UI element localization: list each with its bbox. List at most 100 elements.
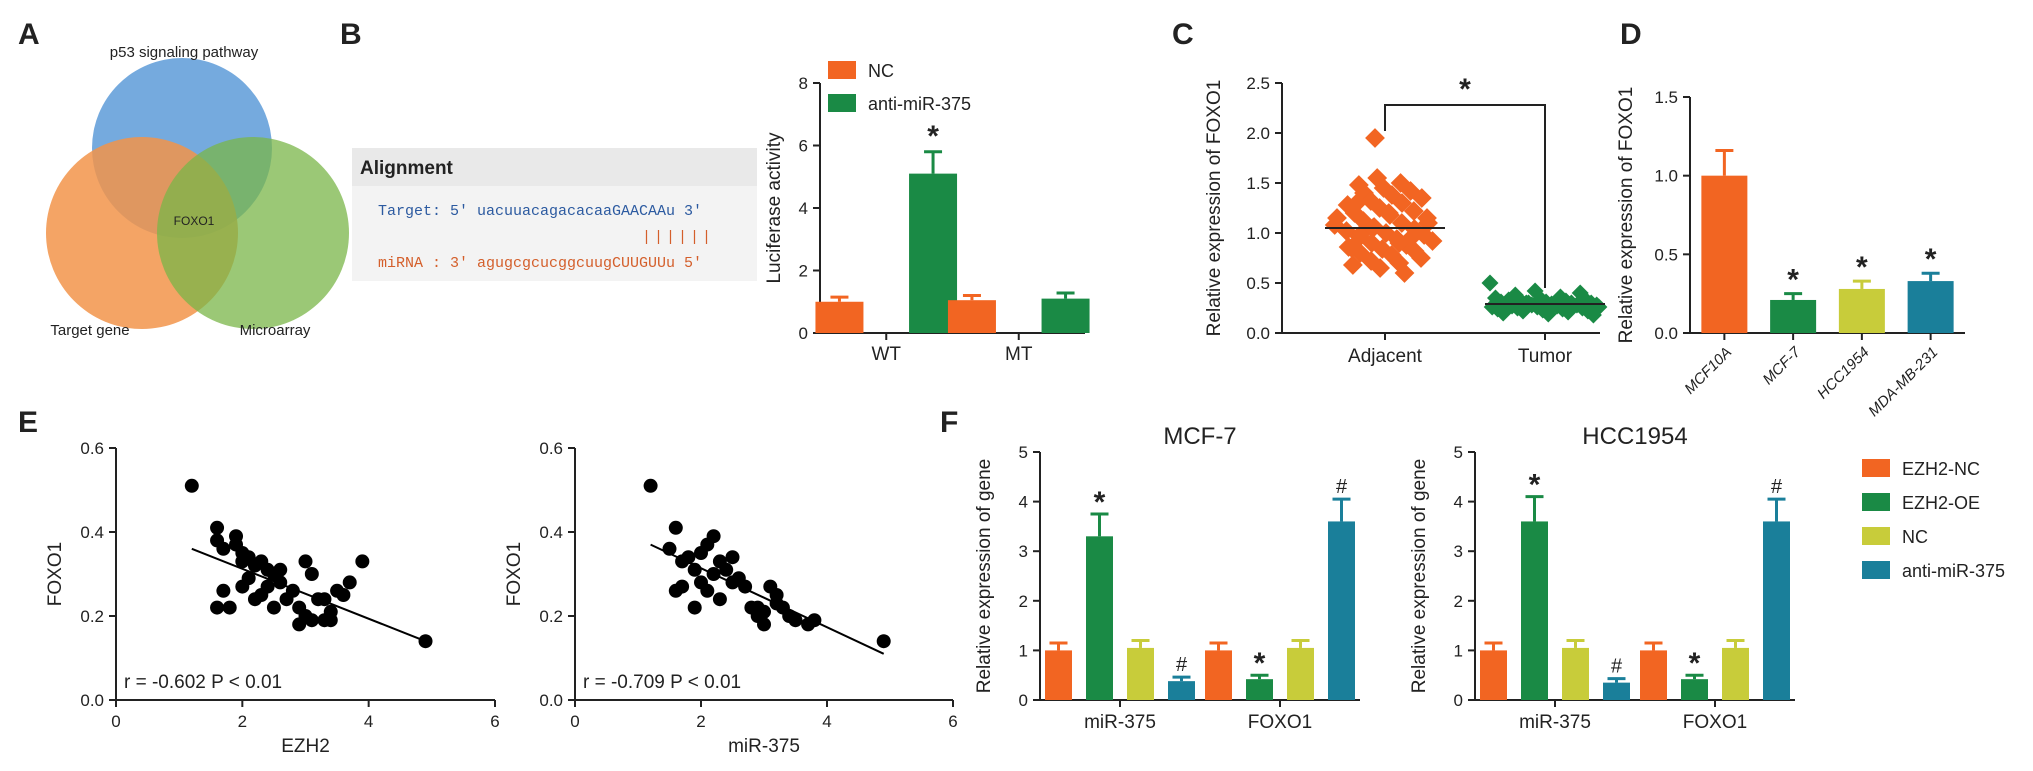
bar-NC <box>947 300 996 333</box>
y-tick-label: 0.4 <box>539 523 563 542</box>
bar-EZH2-OE <box>1681 679 1708 700</box>
chart-title: MCF-7 <box>1163 423 1236 450</box>
x-axis-label: miR-375 <box>728 736 800 757</box>
x-tick-label: 4 <box>364 712 373 731</box>
x-tick-label: WT <box>871 344 901 365</box>
bar-NC <box>815 301 864 333</box>
data-point <box>298 554 313 569</box>
legend-swatch <box>1862 527 1890 545</box>
y-tick-label: 0 <box>1454 691 1463 710</box>
y-tick-label: 0.6 <box>80 439 104 458</box>
legend-label: anti-miR-375 <box>868 94 971 114</box>
y-tick-label: 0.5 <box>1246 274 1270 293</box>
significance-star: * <box>1254 647 1266 680</box>
legend-swatch <box>828 61 856 79</box>
y-tick-label: 1.0 <box>1654 167 1678 186</box>
bar-EZH2-NC <box>1205 650 1232 700</box>
y-tick-label: 4 <box>1019 493 1028 512</box>
y-tick-label: 3 <box>1019 542 1028 561</box>
y-tick-label: 2.5 <box>1246 74 1270 93</box>
y-tick-label: 0.4 <box>80 523 104 542</box>
bar-anti-miR-375 <box>1041 298 1090 333</box>
legend-swatch <box>828 94 856 112</box>
y-tick-label: 2 <box>799 262 808 281</box>
y-tick-label: 2 <box>1019 592 1028 611</box>
data-point <box>643 478 658 493</box>
data-point-adjacent <box>1403 201 1424 221</box>
data-point <box>687 600 702 615</box>
data-point <box>788 613 803 628</box>
significance-star: * <box>1459 73 1471 106</box>
y-axis-label: Relative expression of FOXO1 <box>1204 80 1225 337</box>
y-axis-label: Relative expression of gene <box>974 459 995 693</box>
correlation-stat: r = -0.709 P < 0.01 <box>583 672 741 693</box>
legend-label: EZH2-NC <box>1902 459 1980 479</box>
data-point <box>184 478 199 493</box>
bar-EZH2-NC <box>1045 650 1072 700</box>
data-point-tumor <box>1481 274 1499 292</box>
bar-anti-miR-375 <box>1328 521 1355 700</box>
legend-swatch <box>1862 493 1890 511</box>
y-tick-label: 0.5 <box>1654 245 1678 264</box>
data-point <box>725 550 740 565</box>
data-point <box>706 529 721 544</box>
bar-HCC1954 <box>1838 288 1885 333</box>
bar-NC <box>1562 647 1589 700</box>
data-point <box>757 604 771 619</box>
y-tick-label: 3 <box>1454 542 1463 561</box>
significance-star: * <box>1856 251 1868 284</box>
x-tick-label: 0 <box>570 712 579 731</box>
y-tick-label: 6 <box>799 137 808 156</box>
y-tick-label: 0.0 <box>80 691 104 710</box>
x-tick-label: Tumor <box>1518 346 1573 367</box>
y-axis-label: FOXO1 <box>504 542 525 606</box>
panel-label-a: A <box>18 18 40 51</box>
y-tick-label: 0 <box>1019 691 1028 710</box>
data-point-adjacent <box>1378 203 1399 223</box>
data-point <box>304 567 319 581</box>
data-point-adjacent <box>1327 208 1347 228</box>
significance-hash: # <box>1611 656 1623 678</box>
y-tick-label: 0.0 <box>1654 324 1678 343</box>
x-tick-label: MDA-MB-231 <box>1865 344 1941 420</box>
chart-e2: 0.0 0.2 0.4 0.6 FOXO1 0 2 4 6 miR-375 r = -0.709 P… <box>504 439 958 757</box>
data-point-adjacent <box>1370 258 1390 278</box>
data-point-adjacent <box>1394 263 1415 283</box>
x-axis-label: EZH2 <box>281 736 330 757</box>
regression-line <box>650 543 885 655</box>
legend-label: EZH2-OE <box>1902 493 1980 513</box>
y-tick-label: 1 <box>1019 641 1028 660</box>
chart-f1: 0 1 2 3 4 5 Relative expression of gene MCF-7 mi… <box>974 423 1360 733</box>
data-point-adjacent <box>1347 193 1367 213</box>
significance-star: * <box>927 120 939 153</box>
alignment-box: Alignment Target: 5' uacuuacagacacaaGAAC… <box>352 148 757 281</box>
x-tick-label: Adjacent <box>1348 346 1423 367</box>
bar-EZH2-NC <box>1640 650 1667 700</box>
y-tick-label: 2.0 <box>1246 124 1270 143</box>
data-point <box>210 600 225 615</box>
panel-label-c: C <box>1172 18 1194 51</box>
alignment-header-bg <box>352 148 757 186</box>
x-tick-label: 6 <box>948 712 957 731</box>
alignment-target-row: Target: 5' uacuuacagacacaaGAACAAu 3' <box>378 203 702 220</box>
y-tick-label: 2 <box>1454 592 1463 611</box>
data-point <box>216 583 231 598</box>
alignment-mirna-row: miRNA : 3' agugcgcucggcuugCUUGUUu 5' <box>378 255 702 272</box>
data-point <box>216 541 231 556</box>
data-point <box>807 613 822 628</box>
y-tick-label: 1.5 <box>1654 88 1678 107</box>
bar-EZH2-OE <box>1521 521 1548 700</box>
data-point <box>241 571 256 586</box>
significance-hash: # <box>1176 654 1188 676</box>
x-tick-label: miR-375 <box>1084 712 1156 733</box>
bar-NC <box>1722 647 1749 700</box>
bar-anti-miR-375 <box>1603 682 1630 700</box>
data-point <box>342 575 357 590</box>
y-tick-label: 1 <box>1454 641 1463 660</box>
bar-MDA-MB-231 <box>1907 281 1954 333</box>
data-point-adjacent <box>1422 231 1443 251</box>
data-point <box>668 583 683 598</box>
chart-d: 0.0 0.5 1.0 1.5 Relative expression of FOXO1… <box>1616 87 1965 420</box>
x-tick-label: FOXO1 <box>1248 712 1312 733</box>
x-tick-label: miR-375 <box>1519 712 1591 733</box>
